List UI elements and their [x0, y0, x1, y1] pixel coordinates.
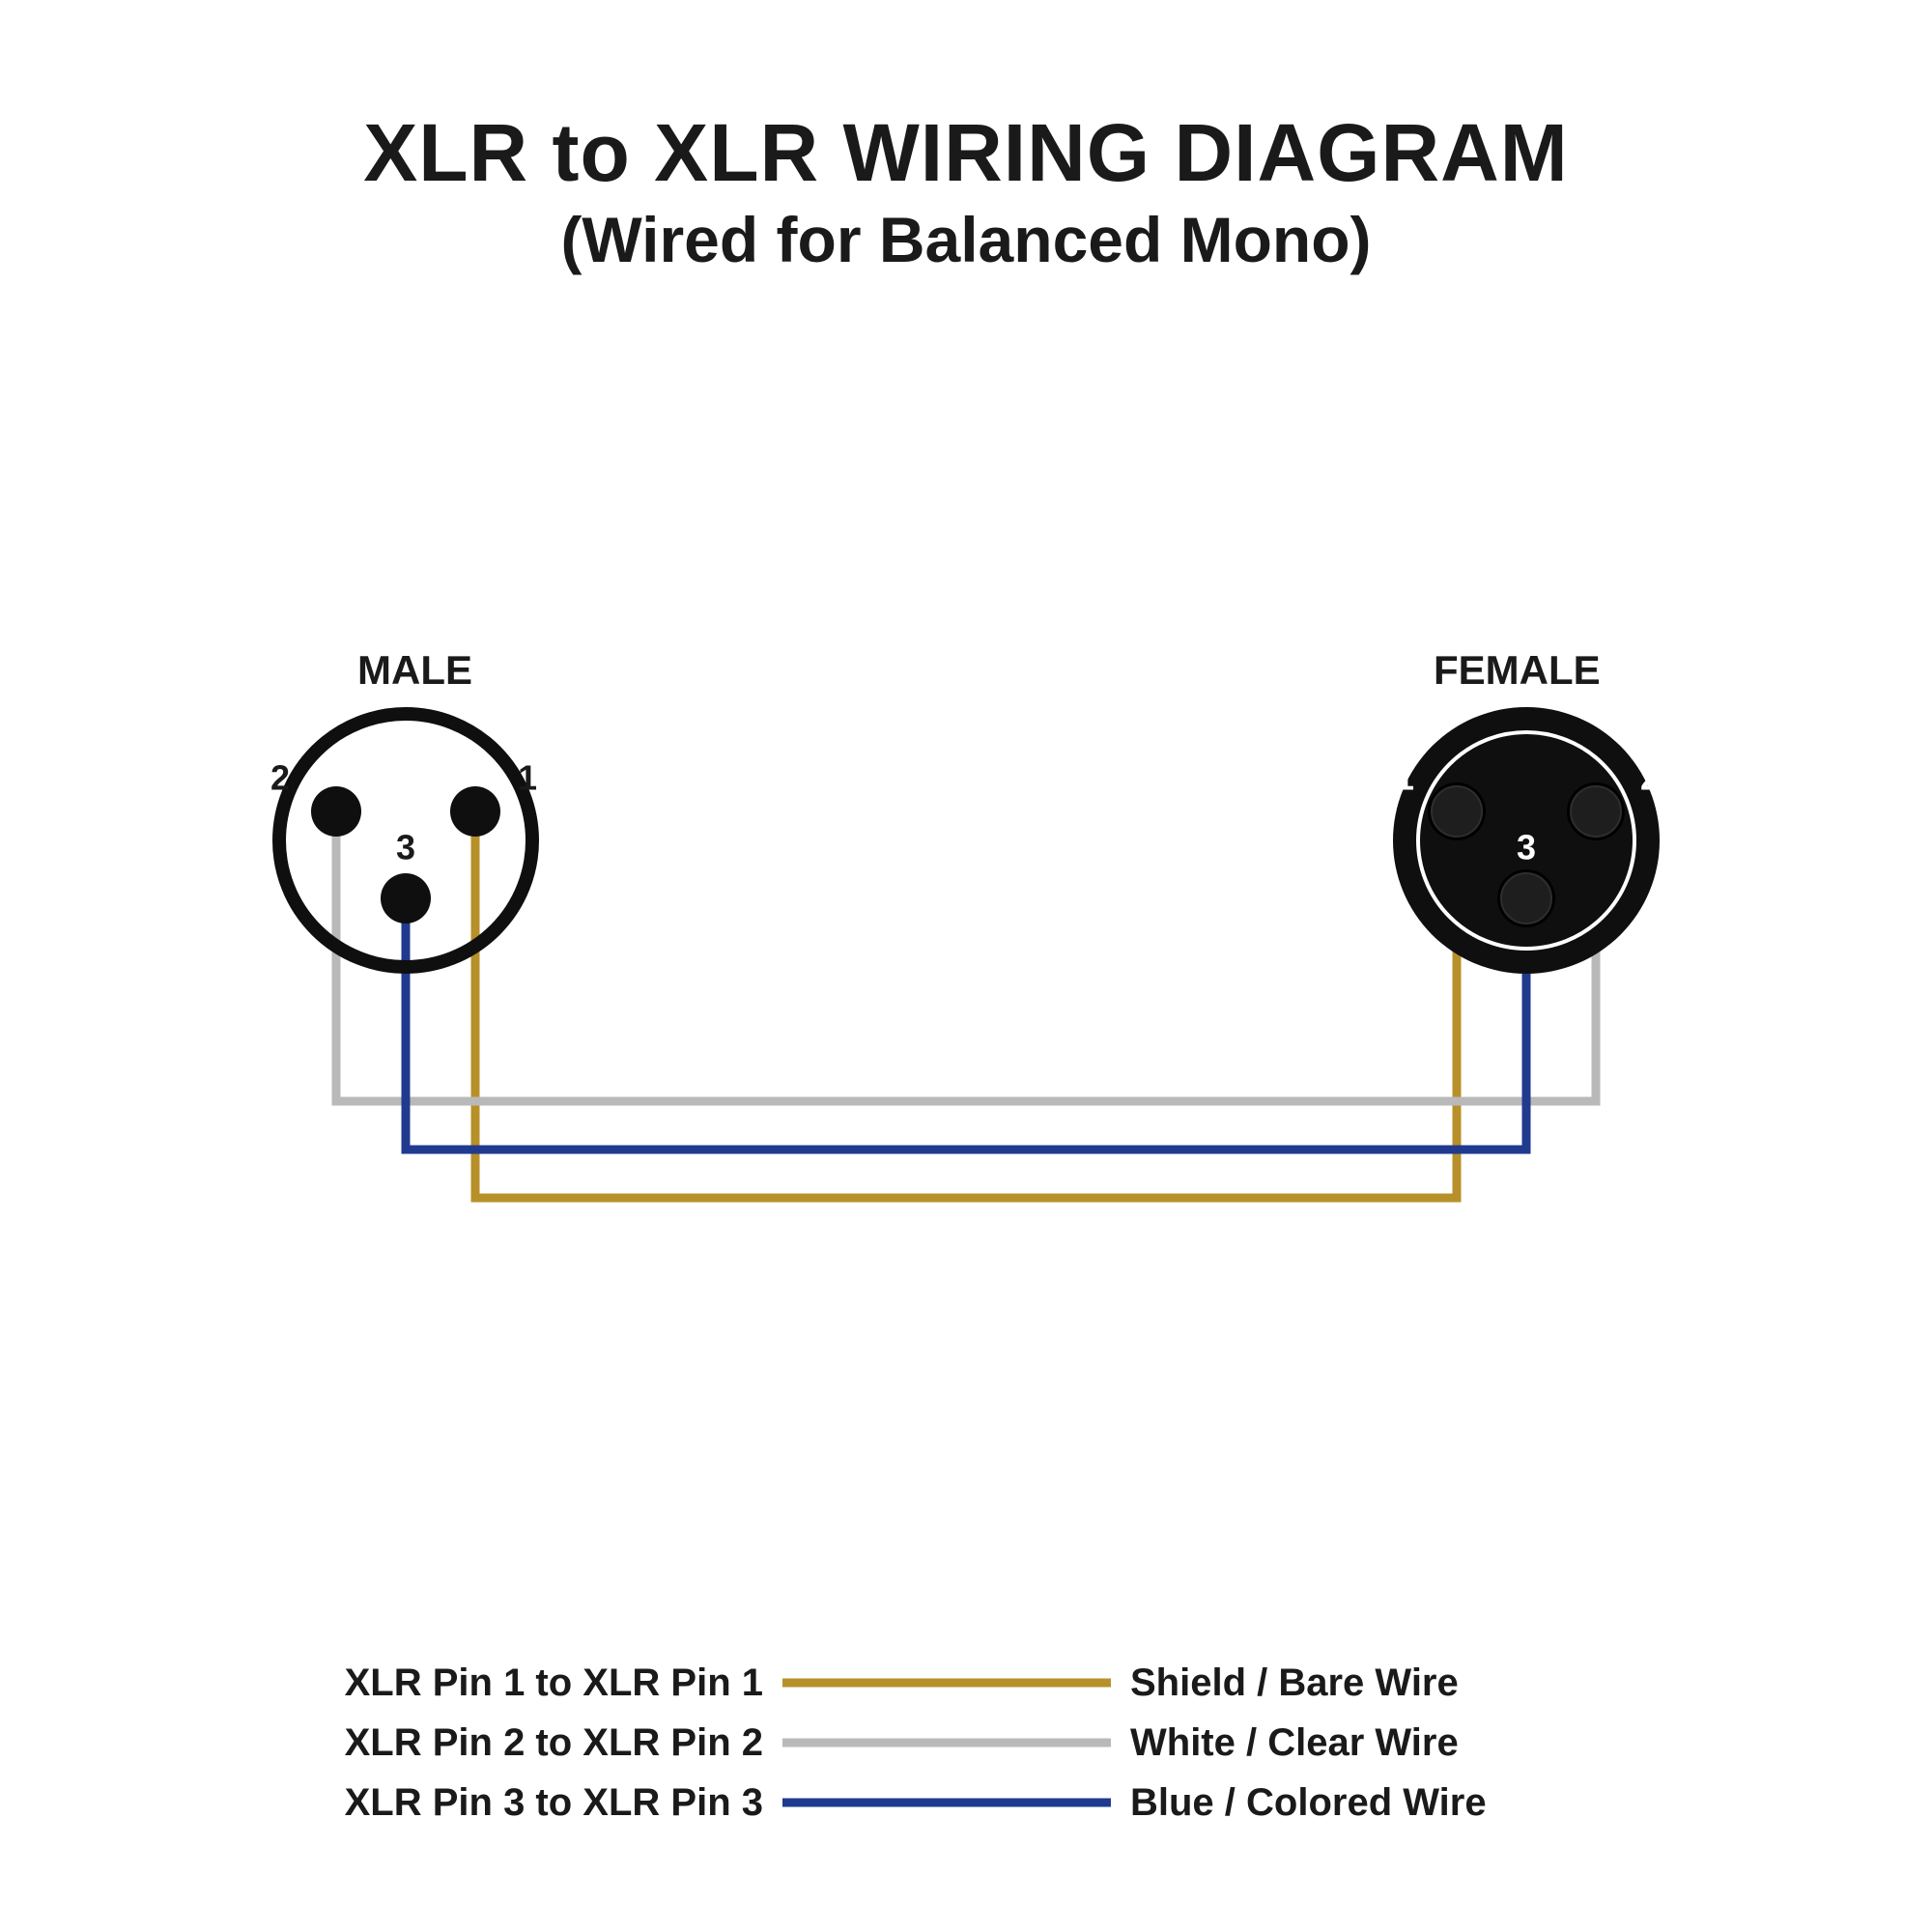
pin-number: 2 [270, 758, 290, 798]
pin-number: 1 [518, 758, 537, 798]
female-connector: 1 2 3 [1393, 707, 1660, 974]
legend-right: Blue / Colored Wire [1130, 1781, 1487, 1825]
legend-left: XLR Pin 3 to XLR Pin 3 [345, 1781, 763, 1825]
legend-right: White / Clear Wire [1130, 1721, 1459, 1765]
diagram-page: XLR to XLR WIRING DIAGRAM (Wired for Bal… [0, 0, 1932, 1932]
legend-right: Shield / Bare Wire [1130, 1662, 1459, 1705]
legend-left: XLR Pin 2 to XLR Pin 2 [345, 1721, 763, 1765]
legend-left: XLR Pin 1 to XLR Pin 1 [345, 1662, 763, 1705]
pin-number: 1 [1395, 758, 1414, 798]
wire [406, 898, 1526, 1150]
wiring-svg: 1 2 3 1 2 3 [0, 0, 1932, 1932]
pin-number: 3 [1517, 828, 1536, 867]
pin-number: 3 [396, 828, 415, 867]
pin-number: 2 [1640, 758, 1660, 798]
wire [475, 811, 1457, 1198]
